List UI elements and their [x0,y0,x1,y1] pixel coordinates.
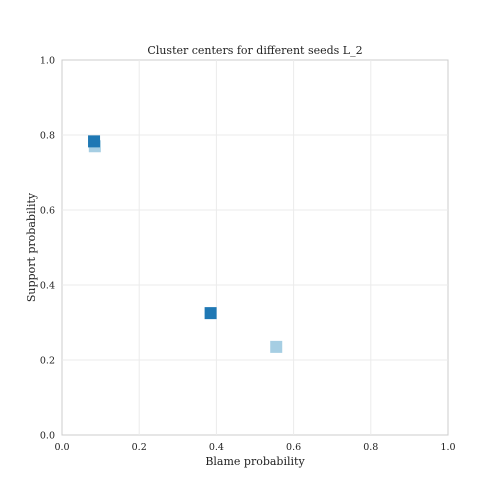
plot-area [61,59,449,436]
y-tick-label: 0.8 [40,131,55,142]
y-tick-label: 0.2 [40,356,55,367]
x-axis-label: Blame probability [205,455,305,468]
data-point-series-2 [88,135,101,148]
gridlines [62,60,448,435]
x-tick-label: 0.0 [54,442,69,453]
data-point-series-1 [270,340,283,353]
x-tick-label: 0.8 [363,442,378,453]
x-tick-label: 0.4 [209,442,224,453]
y-tick-label: 0.4 [40,281,55,292]
y-axis-label: Support probability [25,192,38,302]
chart-title: Cluster centers for different seeds L_2 [147,44,362,57]
y-tick-label: 0.6 [40,206,55,217]
x-tick-label: 0.6 [286,442,301,453]
x-tick-label: 0.2 [132,442,147,453]
data-points [88,135,283,353]
x-tick-label: 1.0 [440,442,455,453]
data-point-series-2 [204,307,217,320]
y-tick-label: 0.0 [40,431,55,442]
y-tick-label: 1.0 [40,56,55,67]
tick-labels: 0.0 0.2 0.4 0.6 0.8 1.0 0.0 0.2 0.4 0.6 0.8 1.0 [40,56,456,454]
